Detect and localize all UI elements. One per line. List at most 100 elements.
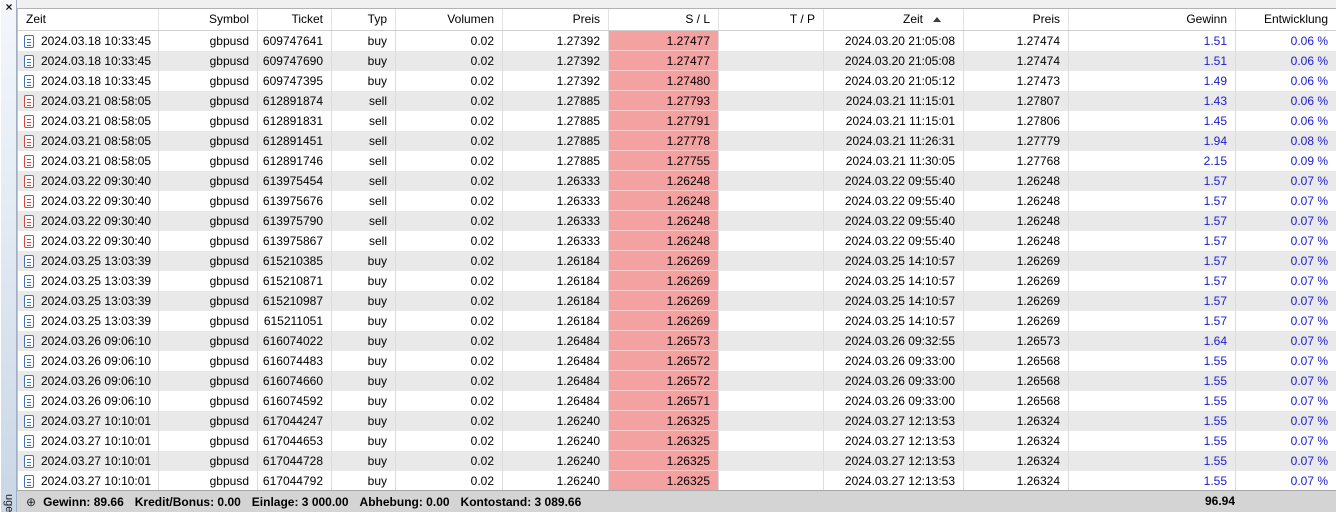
header-cell-ticket[interactable]: Ticket xyxy=(258,9,332,30)
cell-close_price: 1.26568 xyxy=(964,391,1069,411)
trade-row[interactable]: 2024.03.21 08:58:05 gbpusd 612891874 sell 0.… xyxy=(18,91,1336,111)
cell-symbol: gbpusd xyxy=(159,331,258,351)
trade-row[interactable]: 2024.03.26 09:06:10 gbpusd 616074592 buy 0.0… xyxy=(18,391,1336,411)
cell-close_price: 1.26324 xyxy=(964,471,1069,490)
cell-close_price: 1.27474 xyxy=(964,31,1069,51)
header-label: Entwicklung xyxy=(1263,12,1328,26)
cell-close_price: 1.27474 xyxy=(964,51,1069,71)
trade-row[interactable]: 2024.03.22 09:30:40 gbpusd 613975790 sell 0.… xyxy=(18,211,1336,231)
header-cell-open_price[interactable]: Preis xyxy=(503,9,609,30)
trade-row[interactable]: 2024.03.25 13:03:39 gbpusd 615210871 buy 0.0… xyxy=(18,271,1336,291)
trade-row[interactable]: 2024.03.22 09:30:40 gbpusd 613975676 sell 0.… xyxy=(18,191,1336,211)
expand-icon[interactable]: ⊕ xyxy=(26,494,37,509)
cell-volume: 0.02 xyxy=(396,331,503,351)
cell-symbol: gbpusd xyxy=(159,131,258,151)
cell-open_price: 1.27392 xyxy=(503,71,609,91)
trade-row[interactable]: 2024.03.26 09:06:10 gbpusd 616074660 buy 0.0… xyxy=(18,371,1336,391)
cell-close_price: 1.26248 xyxy=(964,171,1069,191)
cell-symbol: gbpusd xyxy=(159,471,258,490)
buy-order-icon xyxy=(24,294,34,308)
cell-profit: 1.57 xyxy=(1069,311,1236,331)
open-time-text: 2024.03.25 13:03:39 xyxy=(41,294,152,308)
trade-row[interactable]: 2024.03.18 10:33:45 gbpusd 609747641 buy 0.0… xyxy=(18,31,1336,51)
header-cell-type[interactable]: Typ xyxy=(332,9,396,30)
cell-ticket: 609747395 xyxy=(258,71,332,91)
cell-tp xyxy=(719,371,824,391)
cell-close_time: 2024.03.25 14:10:57 xyxy=(824,291,964,311)
header-cell-growth[interactable]: Entwicklung xyxy=(1236,9,1336,30)
cell-open_time: 2024.03.25 13:03:39 xyxy=(18,311,159,331)
trade-row[interactable]: 2024.03.25 13:03:39 gbpusd 615210385 buy 0.0… xyxy=(18,251,1336,271)
header-cell-close_price[interactable]: Preis xyxy=(964,9,1069,30)
buy-order-icon xyxy=(24,334,34,348)
cell-open_price: 1.26240 xyxy=(503,451,609,471)
cell-ticket: 615210871 xyxy=(258,271,332,291)
cell-ticket: 612891746 xyxy=(258,151,332,171)
sort-ascending-icon xyxy=(933,17,941,22)
cell-volume: 0.02 xyxy=(396,151,503,171)
cell-close_price: 1.27473 xyxy=(964,71,1069,91)
cell-growth: 0.06 % xyxy=(1236,71,1336,91)
trade-row[interactable]: 2024.03.25 13:03:39 gbpusd 615210987 buy 0.0… xyxy=(18,291,1336,311)
trade-row[interactable]: 2024.03.22 09:30:40 gbpusd 613975454 sell 0.… xyxy=(18,171,1336,191)
trade-row[interactable]: 2024.03.18 10:33:45 gbpusd 609747690 buy 0.0… xyxy=(18,51,1336,71)
trade-row[interactable]: 2024.03.27 10:10:01 gbpusd 617044728 buy 0.0… xyxy=(18,451,1336,471)
trade-row[interactable]: 2024.03.25 13:03:39 gbpusd 615211051 buy 0.0… xyxy=(18,311,1336,331)
header-cell-open_time[interactable]: Zeit xyxy=(18,9,159,30)
buy-order-icon xyxy=(24,34,34,48)
cell-growth: 0.07 % xyxy=(1236,371,1336,391)
cell-tp xyxy=(719,311,824,331)
cell-tp xyxy=(719,431,824,451)
trade-row[interactable]: 2024.03.18 10:33:45 gbpusd 609747395 buy 0.0… xyxy=(18,71,1336,91)
cell-profit: 1.57 xyxy=(1069,251,1236,271)
cell-close_price: 1.26248 xyxy=(964,211,1069,231)
cell-symbol: gbpusd xyxy=(159,291,258,311)
trade-row[interactable]: 2024.03.26 09:06:10 gbpusd 616074483 buy 0.0… xyxy=(18,351,1336,371)
vertical-tab-label[interactable]: uge xyxy=(3,493,15,512)
cell-symbol: gbpusd xyxy=(159,411,258,431)
cell-open_time: 2024.03.21 08:58:05 xyxy=(18,151,159,171)
open-time-text: 2024.03.25 13:03:39 xyxy=(41,254,152,268)
cell-volume: 0.02 xyxy=(396,391,503,411)
header-cell-tp[interactable]: T / P xyxy=(719,9,824,30)
header-cell-sl[interactable]: S / L xyxy=(609,9,719,30)
header-cell-profit[interactable]: Gewinn xyxy=(1069,9,1236,30)
cell-sl: 1.26573 xyxy=(609,331,719,351)
cell-ticket: 615211051 xyxy=(258,311,332,331)
cell-open_price: 1.27392 xyxy=(503,51,609,71)
cell-close_time: 2024.03.25 14:10:57 xyxy=(824,311,964,331)
sell-order-icon xyxy=(24,234,34,248)
cell-volume: 0.02 xyxy=(396,171,503,191)
trade-row[interactable]: 2024.03.22 09:30:40 gbpusd 613975867 sell 0.… xyxy=(18,231,1336,251)
open-time-text: 2024.03.27 10:10:01 xyxy=(41,414,152,428)
cell-tp xyxy=(719,51,824,71)
trade-row[interactable]: 2024.03.21 08:58:05 gbpusd 612891831 sell 0.… xyxy=(18,111,1336,131)
trade-row[interactable]: 2024.03.21 08:58:05 gbpusd 612891746 sell 0.… xyxy=(18,151,1336,171)
cell-open_price: 1.26484 xyxy=(503,351,609,371)
cell-sl: 1.26571 xyxy=(609,391,719,411)
header-cell-symbol[interactable]: Symbol xyxy=(159,9,258,30)
trade-row[interactable]: 2024.03.26 09:06:10 gbpusd 616074022 buy 0.0… xyxy=(18,331,1336,351)
cell-close_time: 2024.03.26 09:32:55 xyxy=(824,331,964,351)
cell-type: sell xyxy=(332,151,396,171)
cell-volume: 0.02 xyxy=(396,471,503,490)
header-cell-close_time[interactable]: Zeit xyxy=(824,9,964,30)
open-time-text: 2024.03.27 10:10:01 xyxy=(41,434,152,448)
cell-symbol: gbpusd xyxy=(159,251,258,271)
cell-tp xyxy=(719,71,824,91)
open-time-text: 2024.03.21 08:58:05 xyxy=(41,134,152,148)
trade-row[interactable]: 2024.03.27 10:10:01 gbpusd 617044247 buy 0.0… xyxy=(18,411,1336,431)
header-cell-volume[interactable]: Volumen xyxy=(396,9,503,30)
cell-open_price: 1.26333 xyxy=(503,211,609,231)
cell-volume: 0.02 xyxy=(396,191,503,211)
cell-type: buy xyxy=(332,311,396,331)
open-time-text: 2024.03.25 13:03:39 xyxy=(41,274,152,288)
trade-row[interactable]: 2024.03.27 10:10:01 gbpusd 617044653 buy 0.0… xyxy=(18,431,1336,451)
cell-open_price: 1.26333 xyxy=(503,191,609,211)
summary-item: Einlage: 3 000.00 xyxy=(251,494,349,509)
cell-profit: 1.55 xyxy=(1069,451,1236,471)
trade-row[interactable]: 2024.03.27 10:10:01 gbpusd 617044792 buy 0.0… xyxy=(18,471,1336,490)
cell-open_time: 2024.03.26 09:06:10 xyxy=(18,351,159,371)
trade-row[interactable]: 2024.03.21 08:58:05 gbpusd 612891451 sell 0.… xyxy=(18,131,1336,151)
close-icon[interactable]: × xyxy=(5,0,13,14)
